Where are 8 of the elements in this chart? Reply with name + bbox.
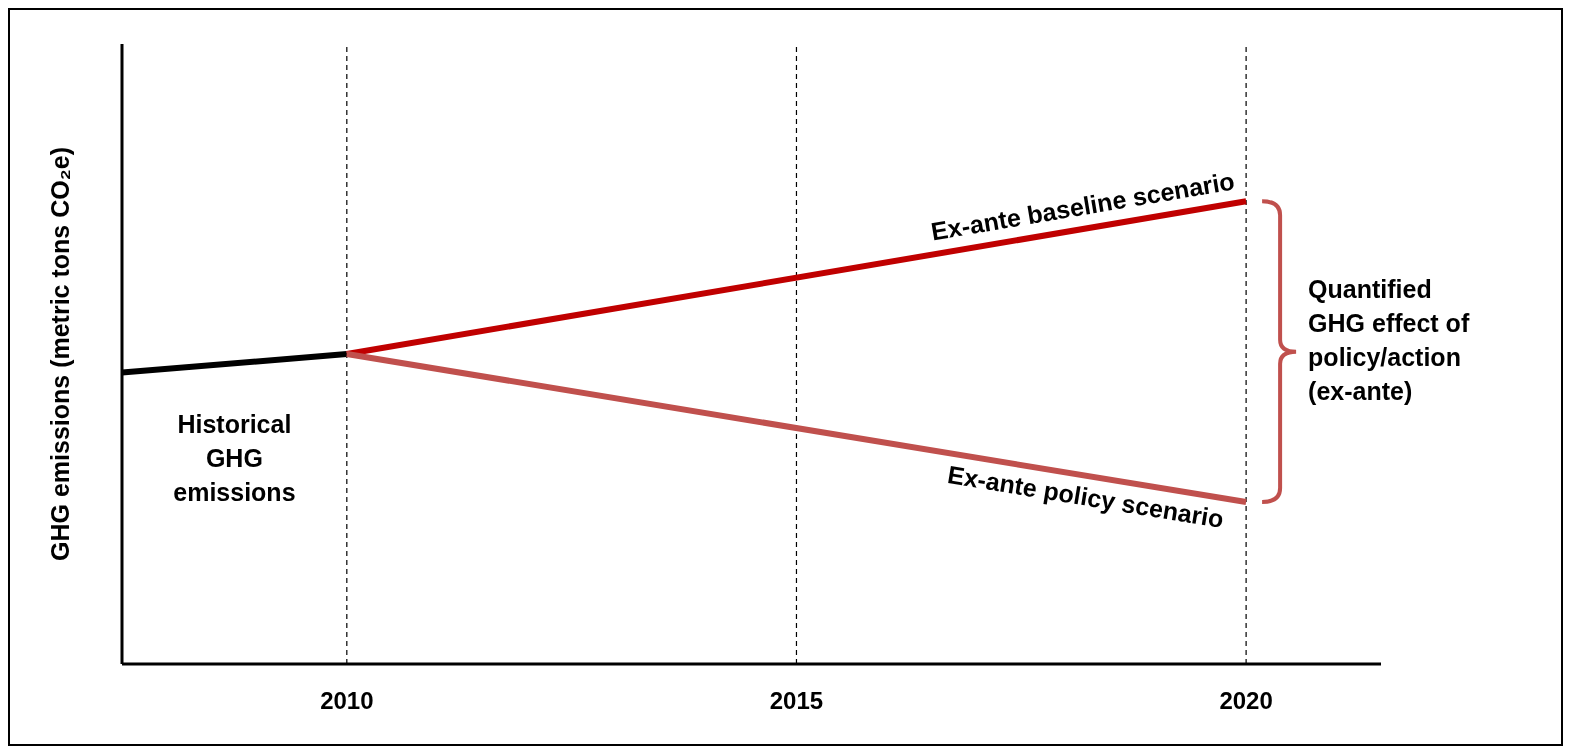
annotation: Quantified GHG effect of policy/action (ex-ante) [1308,273,1471,407]
x-tick-label: 2010 [320,687,374,715]
y-axis-title: GHG emissions (metric tons CO₂e) [45,147,74,561]
text: Ex-ante baseline scenario [929,166,1237,246]
x-tick-label: 2015 [769,687,824,715]
text: Ex-ante policy scenario [945,460,1226,534]
x-tick-label: 2020 [1219,687,1273,715]
series-label: Historical GHG emissions [173,409,296,506]
